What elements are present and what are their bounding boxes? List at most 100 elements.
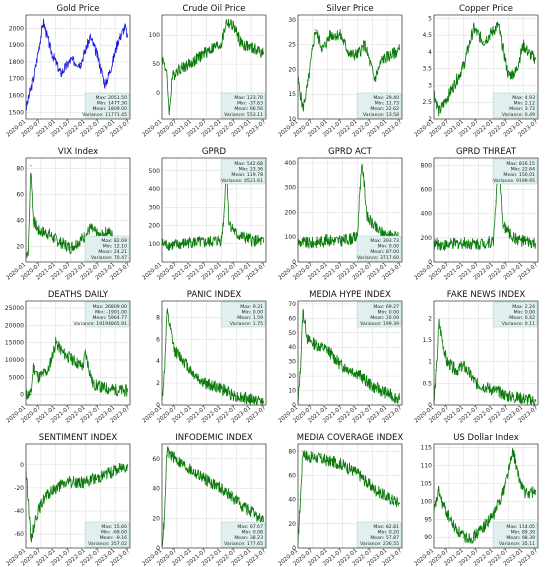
data-point xyxy=(203,242,205,244)
stats-box xyxy=(356,92,402,119)
data-point xyxy=(69,59,72,61)
y-tick-label: 2 xyxy=(156,380,160,387)
data-point xyxy=(124,26,126,28)
data-point xyxy=(356,472,359,474)
y-tick-label: -20 xyxy=(14,485,24,492)
series-line-media-coverage-index xyxy=(298,450,400,542)
data-point xyxy=(356,54,359,56)
data-point xyxy=(349,54,351,56)
data-point xyxy=(55,487,57,489)
data-point xyxy=(262,401,265,403)
stats-box xyxy=(220,92,266,119)
data-point xyxy=(220,43,223,45)
stats-line: Mean: 87.00 xyxy=(370,249,399,255)
data-point xyxy=(235,234,237,236)
series-line-fake-news-index xyxy=(434,318,536,405)
data-point xyxy=(515,71,517,73)
chart-panel-gprd-act: GPRD ACT01002003004002020-012020-072021-… xyxy=(278,147,404,282)
stats-line: Mean: 150.01 xyxy=(503,172,535,178)
data-point xyxy=(32,219,35,221)
stats-line: Max: 114.05 xyxy=(506,524,535,530)
chart-title-fake-news-index: FAKE NEWS INDEX xyxy=(447,290,526,300)
plot-frame xyxy=(433,157,539,263)
y-tick-label: 500 xyxy=(149,168,161,175)
stats-line: Variance: 4521.61 xyxy=(221,178,263,184)
data-point xyxy=(339,240,341,242)
data-point xyxy=(92,383,94,385)
data-point xyxy=(47,232,49,234)
stats-line: Max: 393.73 xyxy=(370,238,399,244)
data-point xyxy=(42,498,44,501)
data-point xyxy=(235,395,237,397)
y-tick-label: 0 xyxy=(292,402,296,409)
y-tick-label: 110 xyxy=(421,463,433,470)
chart-panel-gprd: GPRD1002003004005002020-012020-072021-01… xyxy=(142,147,268,282)
stats-box xyxy=(220,158,266,185)
stats-line: Mean: 38.23 xyxy=(234,535,263,541)
data-point xyxy=(302,310,304,312)
stats-line: Max: 4.93 xyxy=(512,95,535,101)
data-point xyxy=(534,243,537,245)
stats-line: Variance: 553.11 xyxy=(224,112,263,118)
data-point xyxy=(366,216,368,219)
y-tick-label: 100 xyxy=(285,234,297,241)
data-point xyxy=(233,25,235,28)
data-point xyxy=(163,62,166,64)
data-point xyxy=(203,477,205,479)
plot-frame xyxy=(433,14,539,120)
stats-line: Mean: -9.16 xyxy=(100,535,127,541)
stats-line: Max: 816.15 xyxy=(506,161,535,167)
data-point xyxy=(359,187,361,189)
data-point xyxy=(166,450,168,453)
y-tick-label: 30 xyxy=(288,17,296,24)
stats-line: Max: 9.31 xyxy=(240,304,263,310)
chart-title-infodemic-index: INFODEMIC INDEX xyxy=(175,433,253,443)
stats-line: Mean: 22.62 xyxy=(370,106,399,112)
series-line-infodemic-index xyxy=(162,446,264,547)
stats-line: Variance: 357.02 xyxy=(88,541,127,547)
chart-panel-media-coverage-index: MEDIA COVERAGE INDEX0204060802020-012020… xyxy=(278,433,404,567)
chart-panel-gold-price: Gold Price1500160017001800190020002020-0… xyxy=(6,4,132,139)
series-line-gprd xyxy=(162,165,264,251)
y-tick-label: 400 xyxy=(285,160,297,167)
y-tick-label: 20000 xyxy=(5,322,24,329)
y-tick-label: 5000 xyxy=(9,374,24,381)
stats-line: Max: 69.27 xyxy=(373,304,399,310)
data-point xyxy=(126,36,129,38)
chart-title-crude-oil-price: Crude Oil Price xyxy=(183,4,246,14)
data-point xyxy=(302,450,304,452)
stats-line: Variance: 3717.60 xyxy=(357,255,399,261)
data-point xyxy=(250,47,252,49)
data-point xyxy=(205,50,208,53)
chart-panel-panic-index: PANIC INDEX024682020-012020-072021-01202… xyxy=(142,290,268,425)
y-tick-label: 400 xyxy=(421,211,433,218)
stats-line: Mean: 1809.00 xyxy=(92,106,127,112)
chart-panel-media-hype-index: MEDIA HYPE INDEX0102030405060702020-0120… xyxy=(278,290,404,425)
data-point xyxy=(307,83,309,85)
data-point xyxy=(262,51,265,54)
y-tick-label: 40 xyxy=(16,217,24,224)
y-tick-label: 20 xyxy=(288,373,296,380)
data-point xyxy=(89,227,91,229)
y-tick-label: 3 xyxy=(428,82,432,89)
data-point xyxy=(453,84,455,87)
y-tick-label: 100 xyxy=(149,32,161,39)
plot-frame xyxy=(161,157,267,263)
y-tick-label: 40 xyxy=(288,344,296,351)
data-point xyxy=(453,525,455,528)
data-point xyxy=(262,241,265,243)
data-point xyxy=(99,475,101,477)
data-point xyxy=(482,41,485,43)
stats-box xyxy=(492,92,538,119)
data-point xyxy=(235,499,237,502)
y-tick-label: 100 xyxy=(421,498,433,505)
data-point xyxy=(512,450,514,452)
y-tick-label: 1600 xyxy=(9,93,24,100)
data-point xyxy=(37,230,39,232)
y-tick-label: 1.5 xyxy=(422,337,432,344)
data-point xyxy=(445,244,447,246)
y-tick-label: 300 xyxy=(285,185,297,192)
stats-line: Max: 542.68 xyxy=(234,161,263,167)
stats-line: Min: 22.64 xyxy=(511,167,535,173)
data-point xyxy=(502,490,504,492)
